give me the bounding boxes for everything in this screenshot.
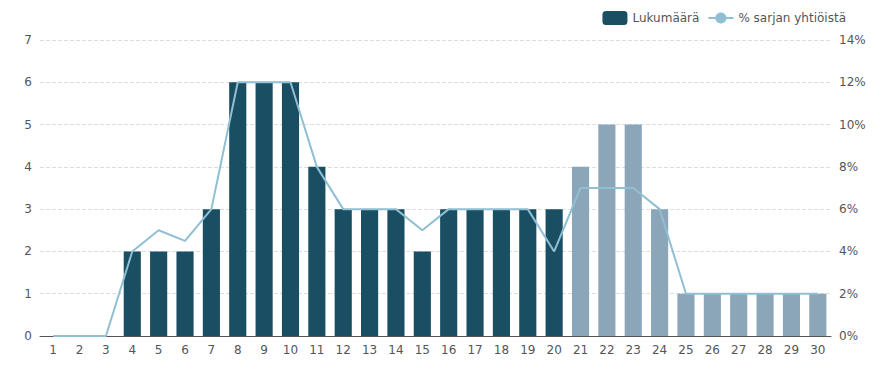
svg-text:16: 16 bbox=[441, 343, 456, 357]
svg-text:26: 26 bbox=[705, 343, 720, 357]
svg-text:23: 23 bbox=[626, 343, 641, 357]
svg-text:17: 17 bbox=[467, 343, 482, 357]
svg-text:12%: 12% bbox=[839, 75, 866, 89]
svg-text:3: 3 bbox=[102, 343, 110, 357]
svg-text:22: 22 bbox=[599, 343, 614, 357]
svg-text:6: 6 bbox=[24, 75, 32, 89]
svg-text:3: 3 bbox=[24, 202, 32, 216]
svg-text:30: 30 bbox=[810, 343, 825, 357]
svg-text:25: 25 bbox=[678, 343, 693, 357]
svg-text:5: 5 bbox=[155, 343, 163, 357]
svg-text:18: 18 bbox=[494, 343, 509, 357]
svg-text:2: 2 bbox=[24, 244, 32, 258]
svg-text:8: 8 bbox=[234, 343, 242, 357]
svg-text:27: 27 bbox=[731, 343, 746, 357]
svg-text:10%: 10% bbox=[839, 118, 866, 132]
svg-text:8%: 8% bbox=[839, 160, 858, 174]
svg-text:Lukumäärä: Lukumäärä bbox=[632, 11, 699, 25]
svg-text:20: 20 bbox=[547, 343, 562, 357]
svg-text:10: 10 bbox=[283, 343, 298, 357]
svg-text:15: 15 bbox=[415, 343, 430, 357]
svg-text:4: 4 bbox=[128, 343, 136, 357]
svg-text:7: 7 bbox=[208, 343, 216, 357]
svg-text:4%: 4% bbox=[839, 244, 858, 258]
svg-text:2: 2 bbox=[76, 343, 84, 357]
svg-text:5: 5 bbox=[24, 118, 32, 132]
svg-text:13: 13 bbox=[362, 343, 377, 357]
svg-text:9: 9 bbox=[260, 343, 268, 357]
svg-text:6%: 6% bbox=[839, 202, 858, 216]
svg-text:7: 7 bbox=[24, 33, 32, 47]
svg-text:24: 24 bbox=[652, 343, 667, 357]
svg-text:21: 21 bbox=[573, 343, 588, 357]
svg-text:28: 28 bbox=[757, 343, 772, 357]
svg-text:0%: 0% bbox=[839, 329, 858, 343]
svg-text:12: 12 bbox=[336, 343, 351, 357]
svg-text:1: 1 bbox=[49, 343, 57, 357]
svg-text:1: 1 bbox=[24, 287, 32, 301]
svg-text:19: 19 bbox=[520, 343, 535, 357]
svg-text:14%: 14% bbox=[839, 33, 866, 47]
svg-text:29: 29 bbox=[784, 343, 799, 357]
svg-text:11: 11 bbox=[309, 343, 324, 357]
svg-text:2%: 2% bbox=[839, 287, 858, 301]
svg-text:0: 0 bbox=[24, 329, 32, 343]
svg-text:14: 14 bbox=[388, 343, 403, 357]
svg-text:6: 6 bbox=[181, 343, 189, 357]
svg-text:% sarjan yhtiöistä: % sarjan yhtiöistä bbox=[738, 11, 846, 25]
svg-text:4: 4 bbox=[24, 160, 32, 174]
